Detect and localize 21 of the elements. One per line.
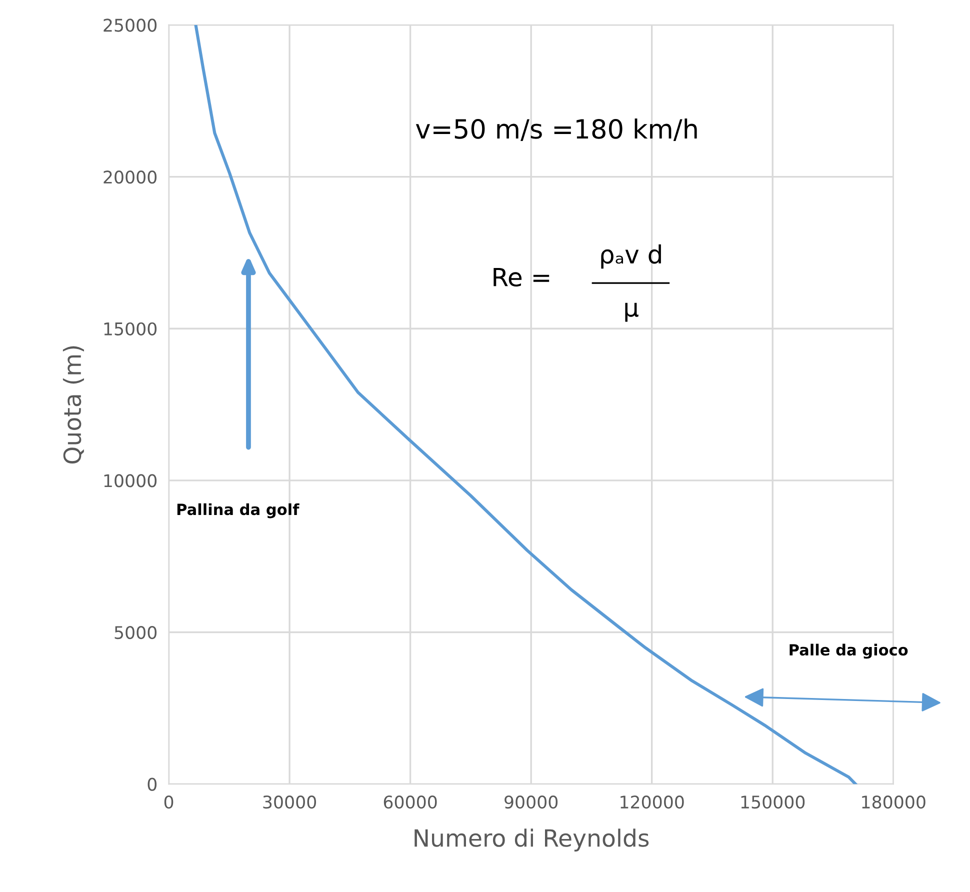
annotation: v=50 m/s =180 km/h bbox=[416, 118, 697, 141]
y-axis-title: Quota (m) bbox=[62, 346, 84, 464]
x-tick-label: 30000 bbox=[263, 795, 316, 809]
y-tick-label: 0 bbox=[148, 778, 157, 791]
x-tick-label: 120000 bbox=[620, 795, 684, 809]
x-tick-label: 60000 bbox=[384, 795, 437, 809]
y-tick-label: 10000 bbox=[104, 474, 157, 488]
annotation: Palle da gioco bbox=[790, 644, 908, 659]
y-tick-label: 15000 bbox=[104, 322, 157, 336]
annotation: Re = bbox=[494, 268, 550, 287]
y-tick-label: 25000 bbox=[104, 18, 157, 32]
y-tick-label: 20000 bbox=[104, 170, 157, 184]
x-tick-label: 180000 bbox=[862, 795, 926, 809]
y-tick-label: 5000 bbox=[114, 626, 157, 640]
x-tick-label: 150000 bbox=[741, 795, 805, 809]
x-tick-label: 90000 bbox=[504, 795, 558, 809]
x-tick-label: 0 bbox=[164, 795, 174, 809]
annotation: Pallina da golf bbox=[177, 503, 300, 518]
annotation: μ bbox=[625, 302, 638, 322]
x-axis-title: Numero di Reynolds bbox=[414, 828, 649, 852]
annotation: ρₐv d bbox=[601, 244, 661, 269]
